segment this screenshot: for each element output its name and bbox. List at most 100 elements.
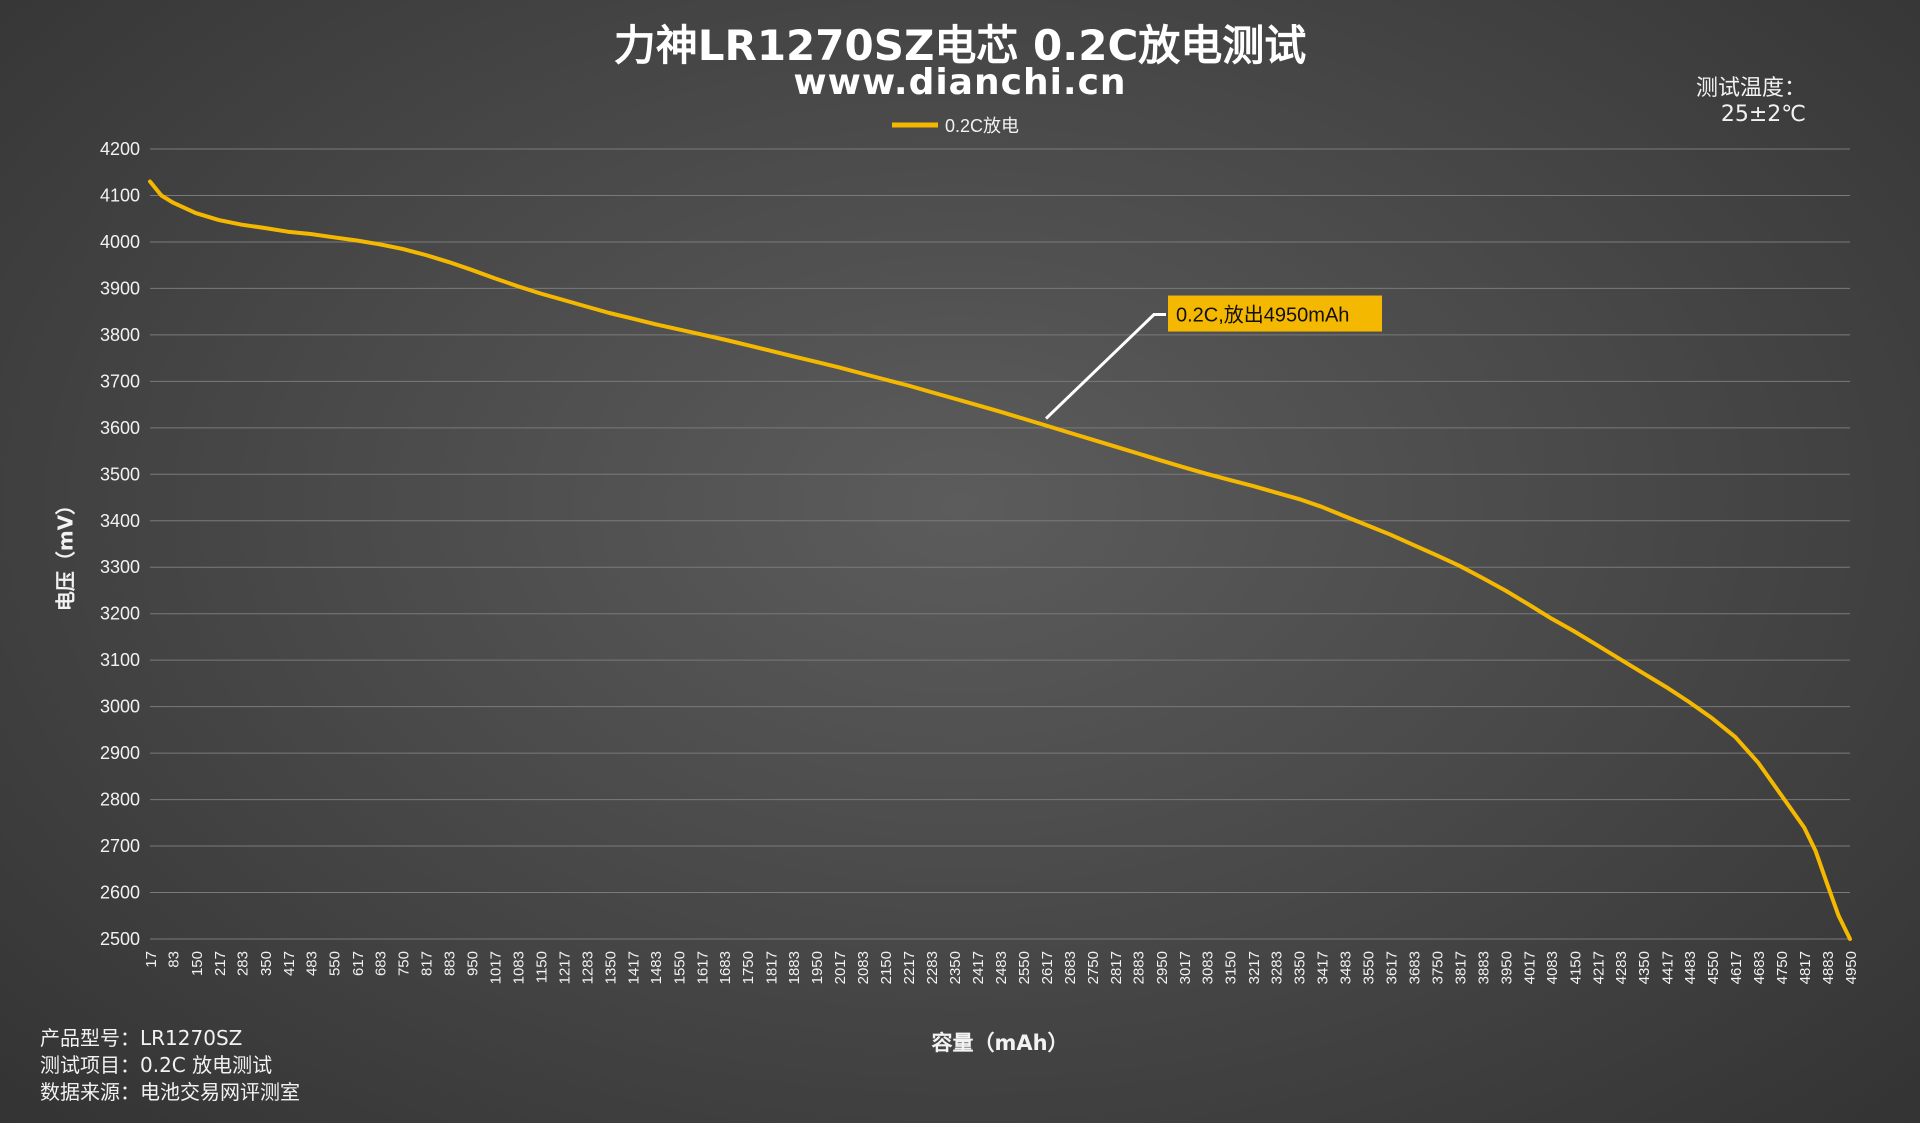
x-tick-label: 817 [419,951,436,976]
y-tick-label: 3000 [100,697,140,717]
x-tick-label: 3417 [1315,951,1332,984]
x-tick-label: 2017 [832,951,849,984]
series-line-0.2c-discharge [148,179,1852,941]
x-tick-label: 683 [373,951,390,976]
x-tick-label: 3750 [1429,951,1446,984]
x-tick-label: 150 [189,951,206,976]
x-tick-label: 3083 [1200,951,1217,984]
x-tick-label: 617 [350,951,367,976]
y-tick-label: 2600 [100,883,140,903]
x-tick-label: 2617 [1039,951,1056,984]
info-data-source: 数据来源：电池交易网评测室 [40,1079,300,1106]
x-tick-label: 2483 [993,951,1010,984]
info-key: 数据来源： [40,1080,140,1104]
x-tick-label: 83 [166,951,183,968]
y-tick-label: 4000 [100,232,140,252]
y-tick-label: 2900 [100,743,140,763]
x-axis-ticks: 17 83 150 217 283 350 417 483 550 617 683 750 817 883… [143,951,1860,984]
x-tick-label: 4483 [1682,951,1699,984]
x-tick-label: 1417 [625,951,642,984]
x-tick-label: 4550 [1705,951,1722,984]
x-axis-label: 容量（mAh） [931,1031,1069,1055]
x-tick-label: 3683 [1406,951,1423,984]
page-title: 力神LR1270SZ电芯 0.2C放电测试 [613,21,1307,70]
x-tick-label: 1083 [510,951,527,984]
temperature-value: 25±2℃ [1720,102,1806,127]
x-tick-label: 4283 [1613,951,1630,984]
x-tick-label: 417 [281,951,298,976]
info-test-item: 测试项目：0.2C 放电测试 [40,1052,272,1079]
y-tick-label: 3100 [100,650,140,670]
subtitle: www.dianchi.cn [793,62,1127,103]
x-tick-label: 750 [396,951,413,976]
x-tick-label: 1283 [579,951,596,984]
annotation-leader-line [1044,313,1167,420]
grid-layer [150,148,1850,940]
x-tick-label: 17 [143,951,160,968]
x-tick-label: 2417 [970,951,987,984]
x-tick-label: 2083 [855,951,872,984]
y-tick-label: 3400 [100,511,140,531]
x-tick-label: 4417 [1659,951,1676,984]
x-tick-label: 3150 [1223,951,1240,984]
y-tick-label: 3800 [100,325,140,345]
x-tick-label: 1017 [488,951,505,984]
info-value: 0.2C 放电测试 [140,1053,273,1077]
y-tick-label: 3700 [100,371,140,391]
x-tick-label: 3617 [1384,951,1401,984]
x-tick-label: 4750 [1774,951,1791,984]
x-tick-label: 1817 [763,951,780,984]
y-tick-label: 2800 [100,790,140,810]
x-tick-label: 3950 [1498,951,1515,984]
x-tick-label: 4017 [1521,951,1538,984]
x-tick-label: 2550 [1016,951,1033,984]
x-tick-label: 2750 [1085,951,1102,984]
x-tick-label: 2150 [878,951,895,984]
legend-label: 0.2C放电 [945,116,1019,136]
x-tick-label: 2950 [1154,951,1171,984]
x-tick-label: 2817 [1108,951,1125,984]
x-tick-label: 3483 [1337,951,1354,984]
x-tick-label: 950 [465,951,482,976]
x-tick-label: 3550 [1361,951,1378,984]
y-tick-label: 4200 [100,139,140,159]
x-tick-label: 217 [212,951,229,976]
x-tick-label: 3017 [1177,951,1194,984]
y-tick-label: 2500 [100,929,140,949]
x-tick-label: 4350 [1636,951,1653,984]
x-tick-label: 4083 [1544,951,1561,984]
x-tick-label: 1350 [602,951,619,984]
x-tick-label: 4817 [1797,951,1814,984]
x-tick-label: 2883 [1131,951,1148,984]
x-tick-label: 4617 [1728,951,1745,984]
y-tick-label: 3200 [100,604,140,624]
info-product-model: 产品型号：LR1270SZ [40,1025,242,1052]
info-value: 电池交易网评测室 [140,1080,300,1104]
x-tick-label: 1617 [694,951,711,984]
x-tick-label: 1750 [740,951,757,984]
y-tick-label: 3900 [100,278,140,298]
x-tick-label: 4883 [1820,951,1837,984]
y-tick-label: 3300 [100,557,140,577]
y-axis-ticks: 2500 2600 2700 2800 2900 3000 3100 3200 3300 3400… [100,139,140,949]
x-tick-label: 550 [327,951,344,976]
info-value: LR1270SZ [140,1026,243,1050]
y-tick-label: 3600 [100,418,140,438]
x-tick-label: 483 [304,951,321,976]
series-layer [148,179,1852,941]
x-tick-label: 1550 [671,951,688,984]
x-tick-label: 1150 [533,951,550,983]
y-axis-label: 电压（mV） [53,494,78,612]
x-tick-label: 2350 [947,951,964,984]
y-tick-label: 4100 [100,185,140,205]
annotation: 0.2C,放出4950mAh [1044,295,1383,420]
x-tick-label: 1883 [786,951,803,984]
x-tick-label: 4150 [1567,951,1584,984]
info-key: 产品型号： [40,1026,140,1050]
annotation-box [1168,295,1383,332]
x-tick-label: 4683 [1751,951,1768,984]
y-tick-label: 2700 [100,836,140,856]
x-tick-label: 350 [258,951,275,976]
x-tick-label: 1217 [557,951,574,984]
